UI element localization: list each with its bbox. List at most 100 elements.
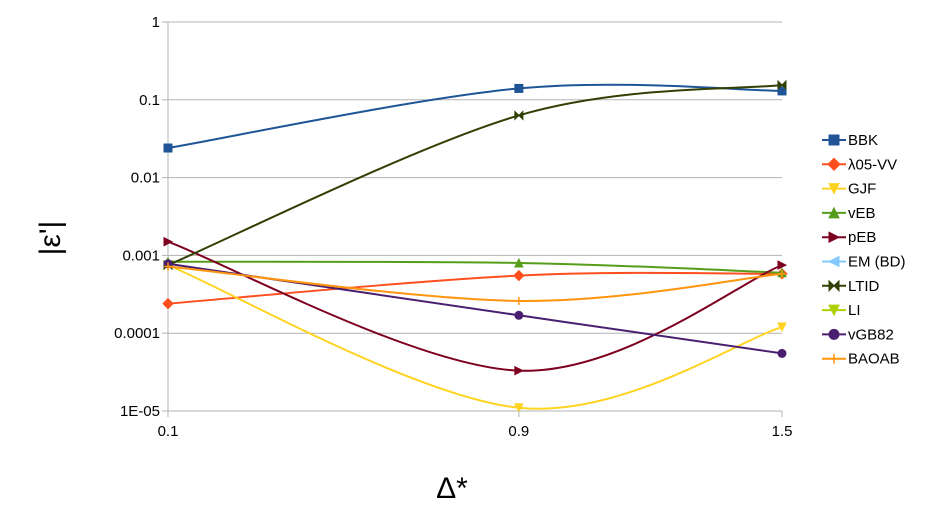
legend-label: pEB [848,229,876,246]
legend-label: LI [848,302,861,319]
marker-triangle [828,206,840,219]
legend-marker [828,206,840,219]
marker-triangle [163,236,174,247]
legend-marker [828,279,840,293]
series-peb [163,236,788,376]
marker-diamond [513,269,525,282]
x-tick-label: 0.9 [508,423,529,440]
legend-item-peb: pEB [822,229,876,246]
legend-label: BBK [848,132,878,149]
y-tick-label: 0.1 [139,92,160,109]
marker-circle [828,328,840,340]
data-point-peb [163,236,174,247]
y-axis-label: |ε'| [34,221,67,256]
series--05-vv [162,268,788,310]
marker-bowtie-right [518,110,524,121]
data-point-bbk [163,143,173,153]
marker-bowtie-right [833,279,840,293]
marker-diamond [162,297,174,310]
series-ltid [163,79,787,271]
marker-diamond [827,157,841,172]
legend-label: vEB [848,205,876,222]
legend-item-veb: vEB [822,205,876,222]
data-point-ltid [777,79,787,91]
marker-triangle [828,304,840,317]
legend-label: LTID [848,278,880,295]
legend-marker [828,328,840,340]
x-tick-labels: 0.1 0.9 1.5 [158,411,793,440]
legend-marker [828,231,841,244]
legend-label: EM (BD) [848,254,906,271]
series-line-veb [167,260,783,274]
marker-square [514,83,524,93]
series-baoab [164,262,786,305]
marker-triangle [828,231,841,244]
x-tick-label: 0.1 [158,423,179,440]
marker-triangle [514,257,524,268]
legend-marker [829,353,839,364]
data-point-ltid [514,110,524,121]
legend-item-gjf: GJF [822,181,876,198]
series-layer [162,79,788,413]
grid-lines [162,21,782,412]
legend-marker [827,157,841,172]
legend-label: GJF [848,181,876,198]
data-point-baoab [514,296,523,305]
legend-item-baoab: BAOAB [822,351,900,368]
data-point-baoab [164,262,172,271]
data-point-vgb82 [514,310,524,320]
marker-triangle [514,365,524,376]
marker-triangle [827,255,840,268]
y-tick-label: 1 [152,14,160,31]
legend-item-em-bd-: EM (BD) [822,254,906,271]
y-tick-label: 1E-05 [120,403,160,420]
marker-circle [514,310,524,320]
legend-item-ltid: LTID [822,278,880,295]
data-point-peb [777,260,788,270]
legend-marker [828,304,840,317]
legend-item-vgb82: vGB82 [822,326,894,343]
marker-triangle [777,322,787,333]
series-gjf [163,260,787,413]
marker-triangle [514,403,524,413]
marker-bowtie-right [781,79,787,91]
marker-triangle [828,183,840,195]
data-point--05-vv [162,297,174,310]
legend-item-li: LI [822,302,861,319]
legend-marker [827,255,840,268]
marker-triangle [777,260,788,270]
series-line-ltid [167,83,783,267]
marker-square [163,143,173,153]
legend-label: BAOAB [848,351,900,368]
data-point-gjf [777,322,787,333]
marker-square [777,86,787,96]
legend: BBK λ05-VV GJF vEB pEB EM (BD) LTID LI vGB82 BAOA… [822,132,906,368]
marker-bowtie-left [828,279,835,293]
legend-label: vGB82 [848,326,894,343]
legend-item--05-vv: λ05-VV [822,156,897,173]
data-point-bbk [777,86,787,96]
marker-circle [777,348,787,358]
data-point-veb [514,257,524,268]
data-point-peb [514,365,524,376]
y-tick-labels: 1 0.1 0.01 0.001 0.0001 1E-05 [114,14,160,420]
y-tick-label: 0.01 [131,170,160,187]
x-axis-label: Δ* [436,472,468,505]
series-line-bbk [167,83,783,150]
series-bbk [163,83,787,153]
legend-label: λ05-VV [848,156,897,173]
data-point-vgb82 [777,348,787,358]
marker-square [828,134,840,146]
marker-bowtie-left [777,79,783,91]
data-point-gjf [514,403,524,413]
data-point-bbk [514,83,524,93]
data-point-baoab [778,269,786,278]
y-tick-label: 0.001 [122,247,160,264]
y-tick-label: 0.0001 [114,325,160,342]
marker-bowtie-left [514,110,520,121]
x-tick-label: 1.5 [772,423,793,440]
legend-marker [828,134,840,146]
legend-marker [828,183,840,195]
data-point--05-vv [513,269,525,282]
